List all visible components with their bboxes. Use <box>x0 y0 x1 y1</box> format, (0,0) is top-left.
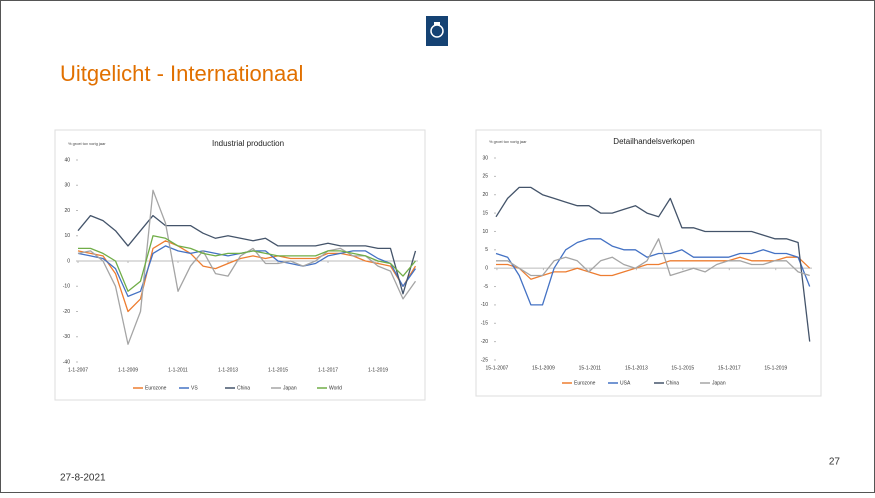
y-tick-label: 0 <box>485 266 488 272</box>
line-series <box>495 238 811 306</box>
chart-subtitle: % groei tov vorig jaar <box>68 141 106 146</box>
line-series <box>495 186 811 342</box>
x-tick-label: 15-1-2011 <box>579 365 602 371</box>
chart-frame <box>475 129 822 397</box>
line-series <box>77 214 417 295</box>
legend-label: Japan <box>283 385 297 391</box>
y-tick-label: 10 <box>482 229 488 235</box>
x-tick-label: 1-1-2009 <box>118 367 138 373</box>
x-tick-label: 1-1-2013 <box>218 367 238 373</box>
legend-label: Eurozone <box>145 385 167 391</box>
y-tick-label: -40 <box>63 359 70 365</box>
y-tick-label: 5 <box>485 247 488 253</box>
y-tick-label: 0 <box>67 258 70 264</box>
x-tick-label: 15-1-2015 <box>671 365 694 371</box>
page-number: 27 <box>829 457 841 468</box>
x-tick-label: 15-1-2019 <box>764 365 787 371</box>
line-series <box>496 256 811 280</box>
y-tick-label: 30 <box>482 155 488 161</box>
line-series <box>78 235 417 292</box>
x-tick-label: 1-1-2017 <box>318 367 338 373</box>
legend-label: China <box>237 385 250 391</box>
x-tick-label: 1-1-2015 <box>268 367 288 373</box>
y-tick-label: 40 <box>64 157 70 163</box>
slide-title: Uitgelicht - Internationaal <box>60 61 303 86</box>
y-tick-label: -10 <box>63 284 70 290</box>
y-tick-label: -25 <box>481 357 488 363</box>
line-series <box>77 240 417 313</box>
x-tick-label: 15-1-2009 <box>532 365 555 371</box>
chart-title: Industrial production <box>212 139 284 148</box>
legend-label: China <box>666 380 679 386</box>
legend-label: World <box>329 385 342 391</box>
x-tick-label: 1-1-2007 <box>68 367 88 373</box>
x-tick-label: 15-1-2013 <box>625 365 648 371</box>
x-tick-label: 1-1-2019 <box>368 367 388 373</box>
chart-title: Detailhandelsverkopen <box>613 137 694 146</box>
logo <box>426 16 448 46</box>
y-tick-label: -20 <box>63 309 70 315</box>
x-tick-label: 1-1-2011 <box>168 367 188 373</box>
legend-label: Japan <box>712 380 726 386</box>
x-tick-label: 15-1-2017 <box>718 365 741 371</box>
x-tick-label: 15-1-2007 <box>486 365 509 371</box>
legend-label: VS <box>191 385 198 391</box>
y-tick-label: -5 <box>484 284 489 290</box>
y-tick-label: 20 <box>64 208 70 214</box>
chart-subtitle: % groei tov vorig jaar <box>489 139 527 144</box>
legend-label: USA <box>620 380 631 386</box>
y-tick-label: -15 <box>481 321 488 327</box>
slide-date: 27-8-2021 <box>60 473 106 484</box>
y-tick-label: 10 <box>64 233 70 239</box>
line-series <box>496 238 810 277</box>
y-tick-label: 15 <box>482 210 488 216</box>
y-tick-label: 25 <box>482 174 488 180</box>
y-tick-label: -10 <box>481 302 488 308</box>
y-tick-label: -20 <box>481 339 488 345</box>
y-tick-label: 30 <box>64 183 70 189</box>
y-tick-label: 20 <box>482 192 488 198</box>
legend-label: Eurozone <box>574 380 596 386</box>
y-tick-label: -30 <box>63 334 70 340</box>
